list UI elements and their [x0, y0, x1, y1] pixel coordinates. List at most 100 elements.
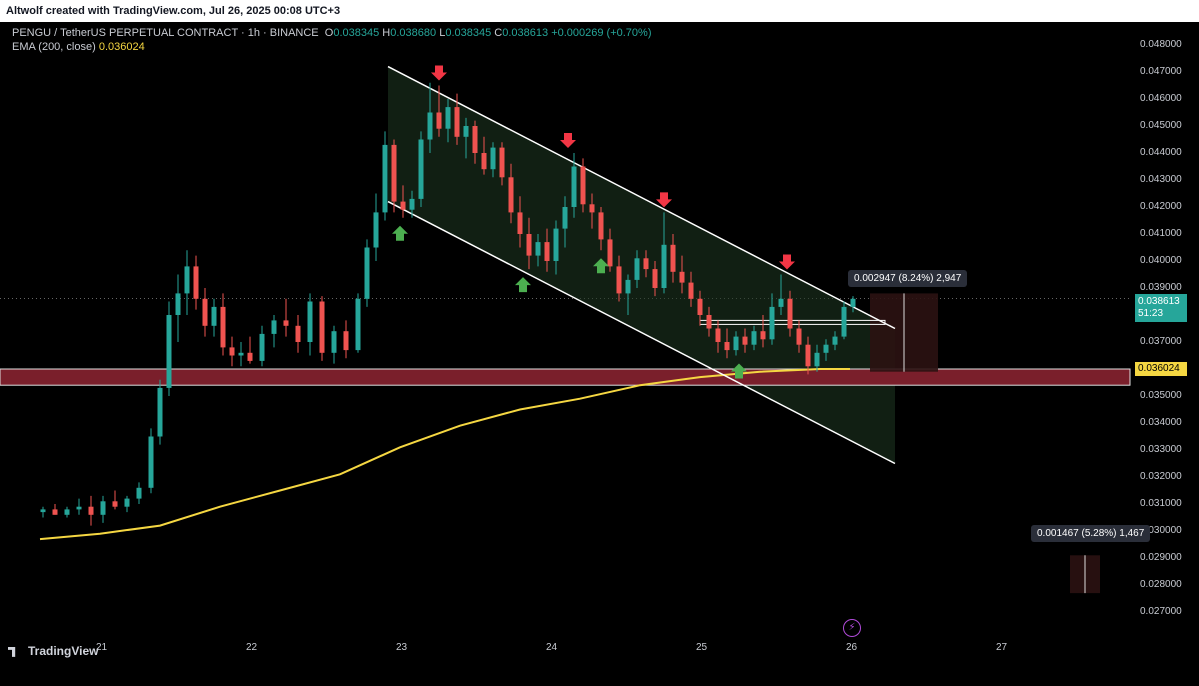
price-tick-label: 0.035000 [1140, 390, 1182, 401]
channel-upper-line [387, 65, 896, 330]
candle-body [769, 306, 775, 340]
candle-body [553, 228, 559, 261]
candle-body [391, 144, 397, 202]
price-tick-label: 0.039000 [1140, 282, 1182, 293]
candle-body [427, 112, 433, 140]
candle-body [607, 239, 613, 267]
time-tick-label: 21 [96, 642, 108, 653]
change-value: +0.000269 (+0.70%) [551, 27, 652, 39]
candle-body [490, 147, 496, 170]
channel-fill [388, 66, 895, 464]
candle-body [742, 336, 748, 345]
candle-body [112, 501, 118, 507]
candle-body [715, 328, 721, 342]
ema-price-label: 0.036024 [1135, 362, 1187, 376]
last-price: 0.038613 [1138, 296, 1180, 307]
candle-body [166, 315, 172, 388]
time-tick-label: 25 [696, 642, 708, 653]
candle-body [688, 282, 694, 299]
candle-body [850, 298, 856, 307]
low-value: 0.038345 [445, 27, 492, 39]
candle-body [220, 306, 226, 348]
high-label: H [382, 27, 391, 39]
candle-body [526, 234, 532, 256]
candle-body [625, 279, 631, 294]
time-tick-label: 24 [546, 642, 558, 653]
ema-label: EMA (200, close) [12, 41, 96, 53]
down-arrow-marker-icon [431, 65, 447, 81]
measure-label-bottom[interactable]: 0.001467 (5.28%) 1,467 [1031, 525, 1151, 542]
time-tick-label: 26 [846, 642, 858, 653]
candle-body [823, 344, 829, 353]
tradingview-logo[interactable]: TradingView [8, 644, 98, 658]
price-tick-label: 0.034000 [1140, 417, 1182, 428]
price-tick-label: 0.043000 [1140, 174, 1182, 185]
candle-body [706, 315, 712, 329]
support-zone [0, 368, 1131, 386]
candle-body [52, 509, 58, 515]
candle-body [616, 266, 622, 294]
close-value: 0.038613 [502, 27, 549, 39]
candle-body [445, 107, 451, 129]
candle-body [136, 487, 142, 499]
candle-body [157, 387, 163, 437]
candle-body [670, 244, 676, 272]
candle-body [517, 212, 523, 234]
candle-body [832, 336, 838, 345]
candle-body [64, 509, 70, 515]
candle-body [562, 207, 568, 229]
candle-body [472, 126, 478, 153]
candle-body [229, 347, 235, 356]
candle-body [463, 126, 469, 137]
last-price-label: 0.038613 51:23 [1135, 294, 1187, 322]
up-arrow-marker-icon [593, 258, 609, 274]
candle-body [589, 204, 595, 213]
candle-body [238, 352, 244, 356]
candle-body [661, 244, 667, 288]
candle-body [724, 342, 730, 351]
candle-body [841, 306, 847, 337]
candle-body [796, 328, 802, 345]
price-tick-label: 0.030000 [1140, 525, 1182, 536]
candle-body [100, 501, 106, 515]
candle-body [454, 107, 460, 137]
candle-body [778, 298, 784, 307]
price-tick-label: 0.037000 [1140, 336, 1182, 347]
candle-body [544, 242, 550, 261]
time-tick-label: 23 [396, 642, 408, 653]
candle-body [400, 201, 406, 210]
up-arrow-marker-icon [731, 363, 747, 379]
candle-body [499, 147, 505, 178]
candle-body [652, 269, 658, 288]
candle-body [571, 166, 577, 207]
candle-body [175, 293, 181, 315]
candle-body [331, 331, 337, 353]
high-value: 0.038680 [390, 27, 437, 39]
low-label: L [439, 27, 446, 39]
attribution-bar: Altwolf created with TradingView.com, Ju… [0, 0, 1199, 22]
close-label: C [494, 27, 503, 39]
price-chart[interactable] [0, 22, 1199, 686]
candle-body [307, 301, 313, 342]
candle-body [184, 266, 190, 294]
price-tick-label: 0.048000 [1140, 39, 1182, 50]
bar-countdown: 51:23 [1138, 308, 1164, 319]
chart-area[interactable]: PENGU / TetherUS PERPETUAL CONTRACT · 1h… [0, 22, 1199, 686]
measure-label-top[interactable]: 0.002947 (8.24%) 2,947 [848, 270, 968, 287]
candle-body [580, 166, 586, 205]
price-tick-label: 0.031000 [1140, 498, 1182, 509]
price-tick-label: 0.042000 [1140, 201, 1182, 212]
open-value: 0.038345 [333, 27, 380, 39]
symbol-legend: PENGU / TetherUS PERPETUAL CONTRACT · 1h… [12, 27, 652, 39]
price-tick-label: 0.045000 [1140, 120, 1182, 131]
price-tick-label: 0.046000 [1140, 93, 1182, 104]
lightning-icon[interactable]: ⚡ [843, 619, 861, 637]
candle-body [259, 333, 265, 361]
candle-body [634, 258, 640, 280]
candle-body [805, 344, 811, 367]
candle-body [760, 331, 766, 340]
channel-lower-line [387, 200, 896, 465]
up-arrow-marker-icon [392, 225, 408, 241]
open-label: O [324, 27, 334, 39]
candle-body [124, 498, 130, 507]
